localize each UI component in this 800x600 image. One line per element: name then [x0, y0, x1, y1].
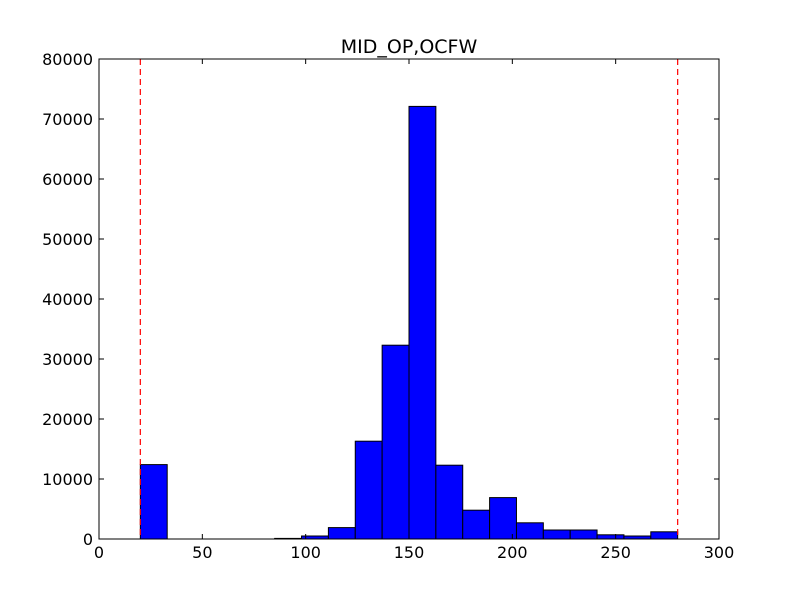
x-tick-label-3: 150 — [394, 543, 425, 562]
histogram-bar-19 — [650, 531, 679, 540]
x-tick-label-0: 0 — [94, 543, 104, 562]
histogram-bar-10 — [408, 105, 437, 540]
histogram-bar-0 — [139, 464, 168, 540]
histogram-bar-8 — [354, 440, 383, 540]
y-tick-label-8: 80000 — [42, 50, 93, 69]
chart-title: MID_OP,OCFW — [341, 36, 478, 58]
histogram-bar-14 — [515, 522, 544, 540]
x-tick-label-5: 250 — [600, 543, 631, 562]
y-tick-label-6: 60000 — [42, 170, 93, 189]
x-tick-label-1: 50 — [192, 543, 212, 562]
histogram-bar-12 — [462, 509, 491, 540]
x-tick-label-4: 200 — [497, 543, 528, 562]
y-tick-label-3: 30000 — [42, 350, 93, 369]
y-tick-label-7: 70000 — [42, 110, 93, 129]
y-tick-label-0: 0 — [83, 530, 93, 549]
y-tick-label-4: 40000 — [42, 290, 93, 309]
histogram-bar-9 — [381, 344, 410, 540]
x-tick-label-2: 100 — [290, 543, 321, 562]
histogram-bar-15 — [542, 529, 571, 540]
plot-area: 0 50 100 150 200 250 300 0 10000 20000 30000 40000 5… — [42, 50, 734, 562]
y-tick-label-2: 20000 — [42, 410, 93, 429]
histogram-bar-11 — [435, 464, 464, 540]
histogram-bar-7 — [327, 527, 356, 540]
y-tick-label-1: 10000 — [42, 470, 93, 489]
y-tick-label-5: 50000 — [42, 230, 93, 249]
x-tick-label-6: 300 — [704, 543, 735, 562]
histogram-bar-17 — [596, 534, 625, 540]
histogram-bar-13 — [489, 497, 517, 540]
histogram-bar-16 — [569, 529, 598, 540]
